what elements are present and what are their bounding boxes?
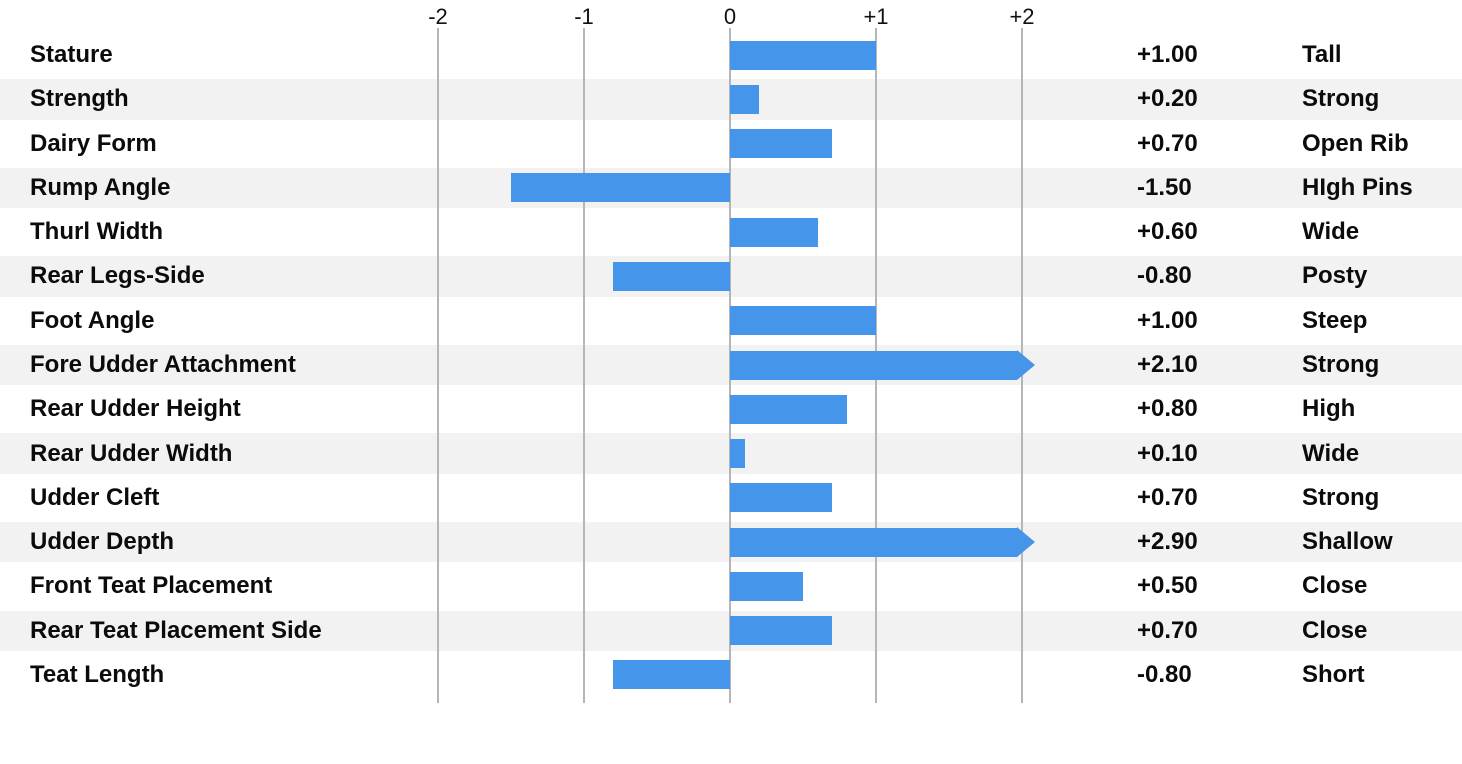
trait-label: Rump Angle bbox=[30, 173, 171, 201]
trait-value: +0.70 bbox=[1137, 129, 1198, 157]
trait-value: +0.50 bbox=[1137, 572, 1198, 600]
trait-bar bbox=[613, 261, 730, 291]
axis-tick-label: +1 bbox=[863, 4, 889, 29]
axis-tick-label: 0 bbox=[723, 4, 737, 29]
trait-descriptor: Strong bbox=[1302, 483, 1380, 511]
trait-label: Rear Teat Placement Side bbox=[30, 616, 322, 644]
trait-descriptor: Posty bbox=[1302, 262, 1368, 290]
trait-label: Rear Udder Height bbox=[30, 395, 241, 423]
trait-label: Strength bbox=[30, 85, 129, 113]
trait-label: Dairy Form bbox=[30, 129, 157, 157]
trait-value: -0.80 bbox=[1137, 262, 1192, 290]
trait-value: +0.10 bbox=[1137, 439, 1198, 467]
trait-label: Rear Legs-Side bbox=[30, 262, 205, 290]
trait-value: +0.20 bbox=[1137, 85, 1198, 113]
bar-overflow-arrow-icon bbox=[1017, 527, 1035, 558]
trait-value: +1.00 bbox=[1137, 41, 1198, 69]
trait-descriptor: Short bbox=[1302, 660, 1365, 688]
trait-value: +0.60 bbox=[1137, 218, 1198, 246]
trait-bar bbox=[730, 84, 760, 114]
trait-label: Rear Udder Width bbox=[30, 439, 233, 467]
trait-descriptor: Shallow bbox=[1302, 528, 1393, 556]
trait-value: -1.50 bbox=[1137, 173, 1192, 201]
row-stripe bbox=[0, 167, 1462, 209]
trait-descriptor: Open Rib bbox=[1302, 129, 1409, 157]
trait-bar bbox=[613, 660, 730, 690]
trait-bar bbox=[730, 616, 833, 646]
trait-value: +0.70 bbox=[1137, 483, 1198, 511]
trait-descriptor: Wide bbox=[1302, 439, 1360, 467]
trait-label: Udder Cleft bbox=[30, 483, 160, 511]
trait-bar bbox=[730, 350, 1017, 380]
axis-tick-label: +2 bbox=[1009, 4, 1035, 29]
trait-descriptor: High bbox=[1302, 395, 1356, 423]
trait-label: Fore Udder Attachment bbox=[30, 351, 296, 378]
trait-bar bbox=[730, 40, 876, 70]
trait-label: Teat Length bbox=[30, 660, 165, 688]
trait-descriptor: Close bbox=[1302, 616, 1368, 644]
trait-bar bbox=[730, 129, 833, 159]
trait-label: Udder Depth bbox=[30, 528, 174, 556]
trait-bar bbox=[730, 306, 876, 336]
trait-value: +2.10 bbox=[1137, 351, 1198, 378]
trait-descriptor: Strong bbox=[1302, 85, 1380, 113]
trait-bar bbox=[730, 527, 1017, 557]
axis-tick-label: -1 bbox=[574, 4, 594, 29]
trait-bar bbox=[511, 173, 730, 203]
trait-value: +2.90 bbox=[1137, 528, 1198, 556]
trait-descriptor: Strong bbox=[1302, 351, 1380, 378]
trait-bar bbox=[730, 217, 818, 247]
trait-descriptor: HIgh Pins bbox=[1302, 173, 1413, 201]
trait-label: Foot Angle bbox=[30, 306, 155, 334]
trait-value: +0.70 bbox=[1137, 616, 1198, 644]
trait-bar bbox=[730, 439, 745, 469]
gridline bbox=[437, 28, 439, 703]
gridline bbox=[583, 28, 585, 703]
trait-bar bbox=[730, 483, 833, 513]
axis-tick-label: -2 bbox=[428, 4, 448, 29]
trait-descriptor: Tall bbox=[1302, 41, 1342, 69]
trait-label: Stature bbox=[30, 41, 113, 69]
trait-descriptor: Wide bbox=[1302, 218, 1360, 246]
trait-value: +0.80 bbox=[1137, 395, 1198, 423]
trait-bar bbox=[730, 571, 803, 601]
trait-value: -0.80 bbox=[1137, 660, 1192, 688]
trait-bar bbox=[730, 394, 847, 424]
trait-label: Front Teat Placement bbox=[30, 572, 273, 600]
bar-overflow-arrow-icon bbox=[1017, 350, 1035, 381]
trait-value: +1.00 bbox=[1137, 306, 1198, 334]
trait-descriptor: Close bbox=[1302, 572, 1368, 600]
trait-label: Thurl Width bbox=[30, 218, 164, 246]
trait-descriptor: Steep bbox=[1302, 306, 1368, 334]
row-stripe bbox=[0, 256, 1462, 297]
